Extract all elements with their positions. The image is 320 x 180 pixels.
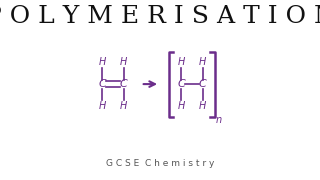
Text: H: H: [99, 101, 106, 111]
Text: C: C: [178, 79, 185, 89]
Text: n: n: [216, 115, 222, 125]
Text: H: H: [99, 57, 106, 67]
Text: C: C: [98, 79, 106, 89]
Text: P O L Y M E R I S A T I O N: P O L Y M E R I S A T I O N: [0, 5, 320, 28]
Text: C: C: [199, 79, 207, 89]
Text: C: C: [120, 79, 127, 89]
Text: H: H: [199, 101, 206, 111]
Text: H: H: [178, 57, 185, 67]
Text: H: H: [120, 101, 127, 111]
Text: H: H: [120, 57, 127, 67]
Text: H: H: [178, 101, 185, 111]
Text: H: H: [199, 57, 206, 67]
Text: G C S E  C h e m i s t r y: G C S E C h e m i s t r y: [106, 159, 214, 168]
